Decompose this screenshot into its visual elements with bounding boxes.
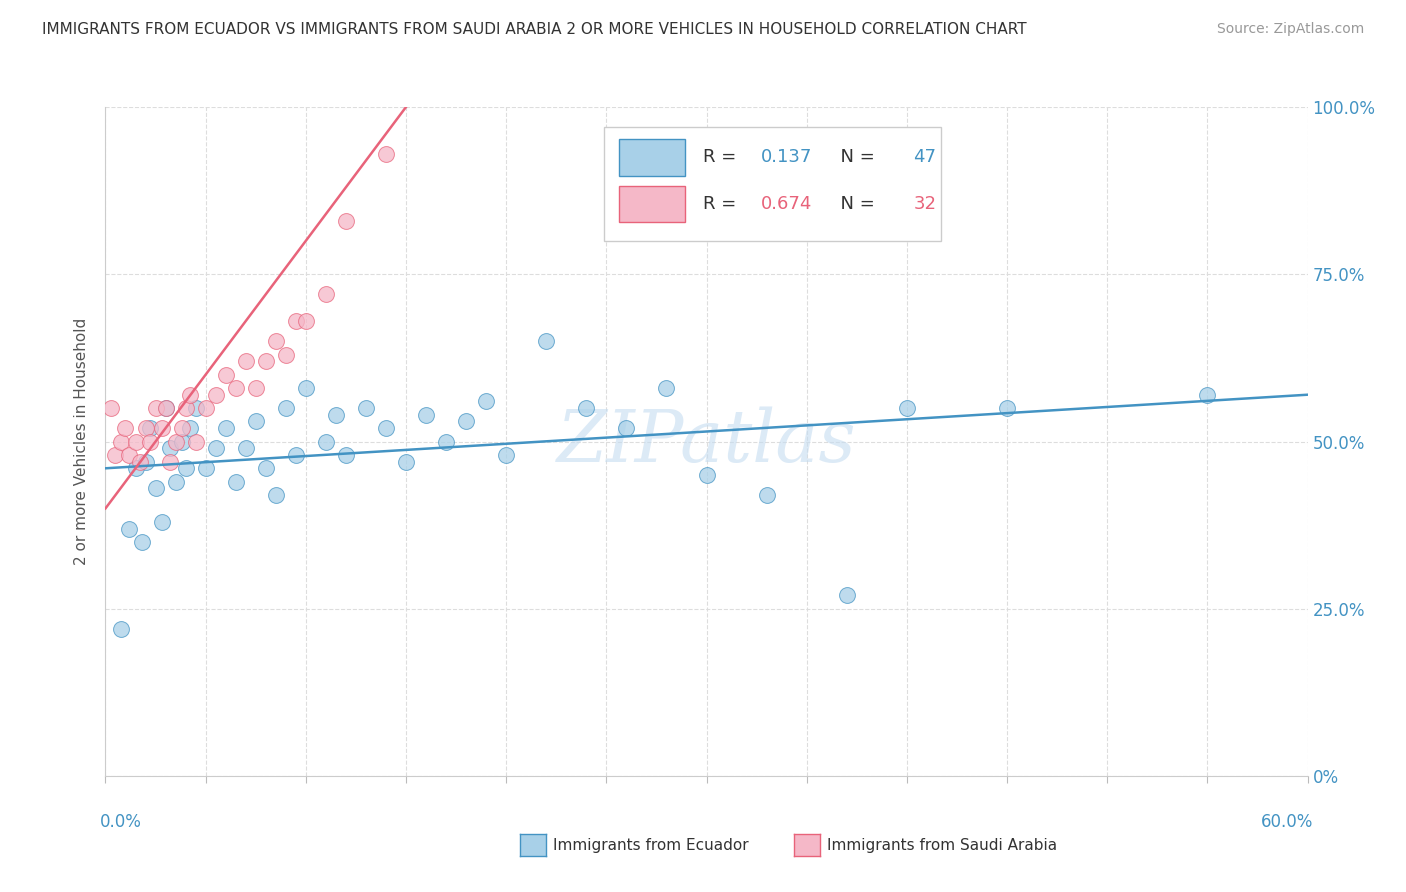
Point [110, 622, 132, 636]
Point [616, 421, 638, 435]
Point [135, 421, 157, 435]
Y-axis label: 2 or more Vehicles in Household: 2 or more Vehicles in Household [75, 318, 90, 566]
Point [194, 401, 217, 415]
Point [128, 455, 150, 469]
Bar [619, 186, 685, 222]
Point [135, 455, 157, 469]
Point [896, 401, 918, 415]
Point [159, 455, 181, 469]
Point [165, 475, 187, 489]
Point [235, 442, 257, 455]
Text: 47: 47 [914, 148, 936, 166]
Point [150, 421, 173, 435]
Point [374, 421, 398, 435]
Text: R =: R = [703, 148, 742, 166]
Point [138, 434, 160, 449]
Text: N =: N = [830, 148, 880, 166]
Point [245, 414, 267, 429]
Point [214, 421, 236, 435]
Point [138, 421, 160, 435]
Point [165, 434, 187, 449]
Point [254, 461, 277, 475]
Point [204, 442, 226, 455]
Point [284, 448, 307, 462]
Point [315, 434, 337, 449]
Point [245, 381, 267, 395]
Point [335, 448, 357, 462]
Point [150, 515, 173, 529]
Point [374, 146, 398, 161]
Point [254, 354, 277, 368]
Point [174, 401, 197, 415]
FancyBboxPatch shape [605, 128, 941, 241]
Text: 0.0%: 0.0% [100, 813, 142, 830]
Point [100, 401, 122, 415]
Point [264, 488, 287, 502]
Point [284, 314, 307, 328]
Point [179, 387, 201, 401]
Text: 60.0%: 60.0% [1261, 813, 1313, 830]
Point [184, 434, 207, 449]
Text: N =: N = [830, 195, 880, 213]
Point [315, 287, 337, 301]
Point [235, 354, 257, 368]
Point [174, 461, 197, 475]
Point [104, 448, 127, 462]
Point [295, 381, 318, 395]
Point [225, 381, 247, 395]
Text: Immigrants from Ecuador: Immigrants from Ecuador [553, 838, 748, 853]
Point [325, 408, 347, 422]
Point [415, 408, 437, 422]
Point [110, 434, 132, 449]
Point [124, 461, 146, 475]
Text: Source: ZipAtlas.com: Source: ZipAtlas.com [1216, 22, 1364, 37]
Point [434, 434, 457, 449]
Point [145, 401, 167, 415]
Text: 0.674: 0.674 [761, 195, 813, 213]
Point [475, 394, 498, 409]
Point [295, 314, 318, 328]
Point [204, 387, 226, 401]
Point [179, 421, 201, 435]
Point [155, 401, 177, 415]
Point [170, 434, 193, 449]
Point [170, 421, 193, 435]
Point [131, 534, 153, 549]
Point [194, 461, 217, 475]
Point [274, 347, 297, 362]
Point [124, 434, 146, 449]
Point [225, 475, 247, 489]
Point [534, 334, 557, 348]
Text: IMMIGRANTS FROM ECUADOR VS IMMIGRANTS FROM SAUDI ARABIA 2 OR MORE VEHICLES IN HO: IMMIGRANTS FROM ECUADOR VS IMMIGRANTS FR… [42, 22, 1026, 37]
Point [118, 448, 141, 462]
Point [145, 482, 167, 496]
Point [155, 401, 177, 415]
Point [118, 521, 141, 535]
Text: 32: 32 [914, 195, 936, 213]
Point [214, 368, 236, 382]
Text: R =: R = [703, 195, 742, 213]
Text: 0.137: 0.137 [761, 148, 813, 166]
Point [575, 401, 598, 415]
Point [456, 414, 478, 429]
Point [1197, 387, 1219, 401]
Point [264, 334, 287, 348]
Point [274, 401, 297, 415]
Point [354, 401, 377, 415]
Text: Immigrants from Saudi Arabia: Immigrants from Saudi Arabia [827, 838, 1057, 853]
Point [335, 213, 357, 227]
Point [696, 467, 718, 482]
Point [495, 448, 517, 462]
Text: ZIPatlas: ZIPatlas [557, 406, 856, 477]
Point [184, 401, 207, 415]
Bar [619, 139, 685, 176]
Point [835, 589, 858, 603]
Point [114, 421, 136, 435]
Point [395, 455, 418, 469]
Point [995, 401, 1018, 415]
Point [655, 381, 678, 395]
Point [159, 442, 181, 455]
Point [755, 488, 778, 502]
